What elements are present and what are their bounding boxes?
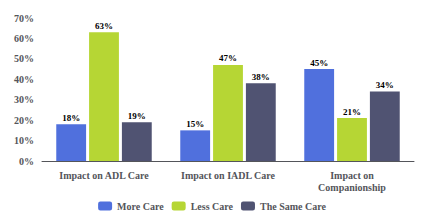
svg-text:15%: 15%: [186, 119, 204, 129]
svg-text:38%: 38%: [252, 72, 270, 82]
svg-text:60%: 60%: [14, 33, 34, 44]
svg-text:19%: 19%: [128, 111, 146, 121]
svg-text:18%: 18%: [62, 113, 80, 123]
svg-text:Impact on IADL Care: Impact on IADL Care: [181, 170, 276, 181]
svg-text:30%: 30%: [14, 94, 34, 105]
svg-text:Impact on: Impact on: [330, 170, 374, 181]
svg-text:63%: 63%: [95, 21, 113, 31]
svg-text:70%: 70%: [14, 13, 34, 24]
svg-text:0%: 0%: [19, 156, 34, 167]
svg-text:20%: 20%: [14, 115, 34, 126]
svg-text:45%: 45%: [310, 58, 328, 68]
svg-text:34%: 34%: [376, 80, 394, 90]
svg-text:More Care: More Care: [117, 201, 164, 212]
svg-text:Companionship: Companionship: [318, 182, 386, 193]
svg-text:Less Care: Less Care: [191, 201, 234, 212]
svg-text:50%: 50%: [14, 53, 34, 64]
svg-text:40%: 40%: [14, 74, 34, 85]
svg-text:Impact on ADL Care: Impact on ADL Care: [59, 170, 149, 181]
svg-text:The Same Care: The Same Care: [260, 201, 326, 212]
svg-text:21%: 21%: [343, 107, 361, 117]
svg-text:10%: 10%: [14, 135, 34, 146]
svg-text:47%: 47%: [219, 53, 237, 63]
